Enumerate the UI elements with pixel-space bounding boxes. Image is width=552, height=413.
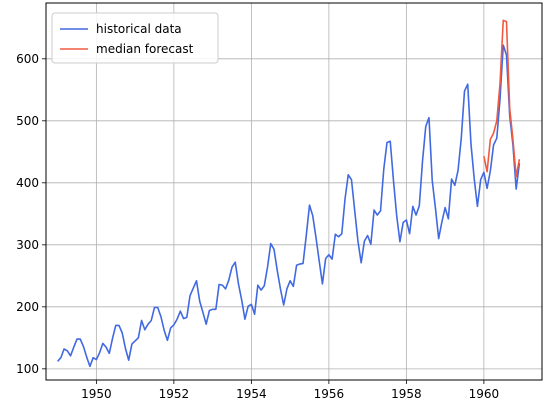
x-tick-label: 1960 <box>469 387 500 401</box>
y-axis: 100 200 300 400 500 600 <box>16 52 46 376</box>
series-line-median-forecast <box>483 19 521 178</box>
y-tick-label: 100 <box>16 362 39 376</box>
x-axis: 1950 1952 1954 1956 1958 1960 <box>81 380 499 401</box>
series-line-historical-data <box>57 44 521 368</box>
x-tick-label: 1958 <box>391 387 422 401</box>
legend-frame <box>51 12 219 64</box>
y-tick-label: 400 <box>16 176 39 190</box>
legend: historical data median forecast <box>51 12 219 64</box>
plot-frame <box>45 2 543 381</box>
legend-label-historical-data: historical data <box>96 22 182 36</box>
legend-label-median-forecast: median forecast <box>96 42 194 56</box>
grid <box>46 3 542 380</box>
y-tick-label: 200 <box>16 300 39 314</box>
y-tick-label: 500 <box>16 114 39 128</box>
y-tick-label: 300 <box>16 238 39 252</box>
y-tick-label: 600 <box>16 52 39 66</box>
series-layer <box>57 19 521 368</box>
x-tick-label: 1952 <box>159 387 190 401</box>
x-tick-label: 1950 <box>81 387 112 401</box>
x-tick-label: 1954 <box>236 387 267 401</box>
x-tick-label: 1956 <box>314 387 345 401</box>
